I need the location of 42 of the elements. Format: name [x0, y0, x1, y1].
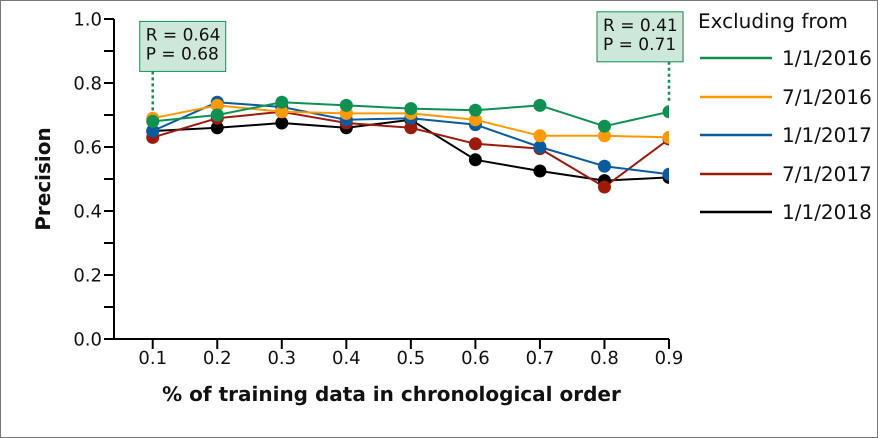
callout: R = 0.41 P = 0.71 [596, 11, 684, 104]
point [275, 116, 288, 130]
point [468, 137, 482, 150]
point [468, 104, 482, 117]
point [598, 120, 611, 133]
y-tick-label: 0.0 [73, 329, 102, 350]
legend-label: 7/1/2017 [782, 162, 872, 186]
x-tick-label: 0.5 [396, 348, 426, 369]
point [340, 98, 353, 112]
y-tick-label: 0.8 [73, 73, 102, 94]
annotation: R = 0.64 P = 0.68 [146, 25, 220, 64]
point [533, 129, 546, 142]
point [598, 160, 611, 173]
legend-label: 1/1/2018 [782, 200, 872, 224]
y-tick-label: 0.6 [73, 137, 102, 158]
x-tick-label: 0.2 [202, 348, 232, 369]
legend-title: Excluding from [698, 9, 849, 33]
legend-label: 7/1/2016 [782, 84, 872, 109]
y-tick-label: 0.4 [73, 201, 102, 222]
y-axis-title: Precision [31, 127, 56, 231]
x-axis-title: % of training data in chronological order [162, 382, 621, 406]
point [210, 108, 224, 122]
point [275, 96, 288, 109]
point [404, 102, 418, 116]
annotation: R = 0.41 P = 0.71 [603, 16, 678, 55]
callout: R = 0.64 P = 0.68 [139, 20, 226, 114]
x-tick-label: 0.8 [590, 348, 619, 369]
point [468, 153, 482, 166]
point [598, 180, 611, 194]
x-tick-label: 0.7 [526, 348, 554, 369]
point [146, 114, 160, 128]
point [533, 164, 546, 178]
legend-label: 1/1/2016 [782, 46, 872, 70]
y-tick-label: 0.2 [73, 265, 102, 286]
x-tick-label: 0.9 [654, 348, 684, 369]
legend-label: 1/1/2017 [782, 123, 872, 148]
x-tick-label: 0.1 [138, 348, 168, 369]
x-tick-label: 0.3 [267, 348, 296, 369]
point [533, 98, 546, 112]
x-tick-label: 0.4 [332, 348, 361, 369]
x-tick-label: 0.6 [461, 348, 490, 369]
y-tick-label: 1.0 [73, 9, 102, 30]
